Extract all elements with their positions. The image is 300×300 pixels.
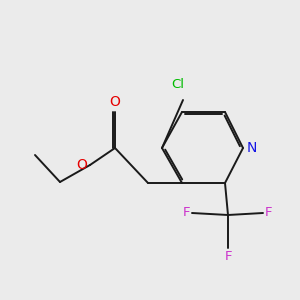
Text: F: F — [265, 206, 272, 220]
Text: Cl: Cl — [172, 79, 184, 92]
Text: N: N — [247, 141, 257, 155]
Text: F: F — [183, 206, 190, 220]
Text: O: O — [110, 95, 120, 109]
Text: F: F — [224, 250, 232, 262]
Text: O: O — [77, 158, 88, 172]
